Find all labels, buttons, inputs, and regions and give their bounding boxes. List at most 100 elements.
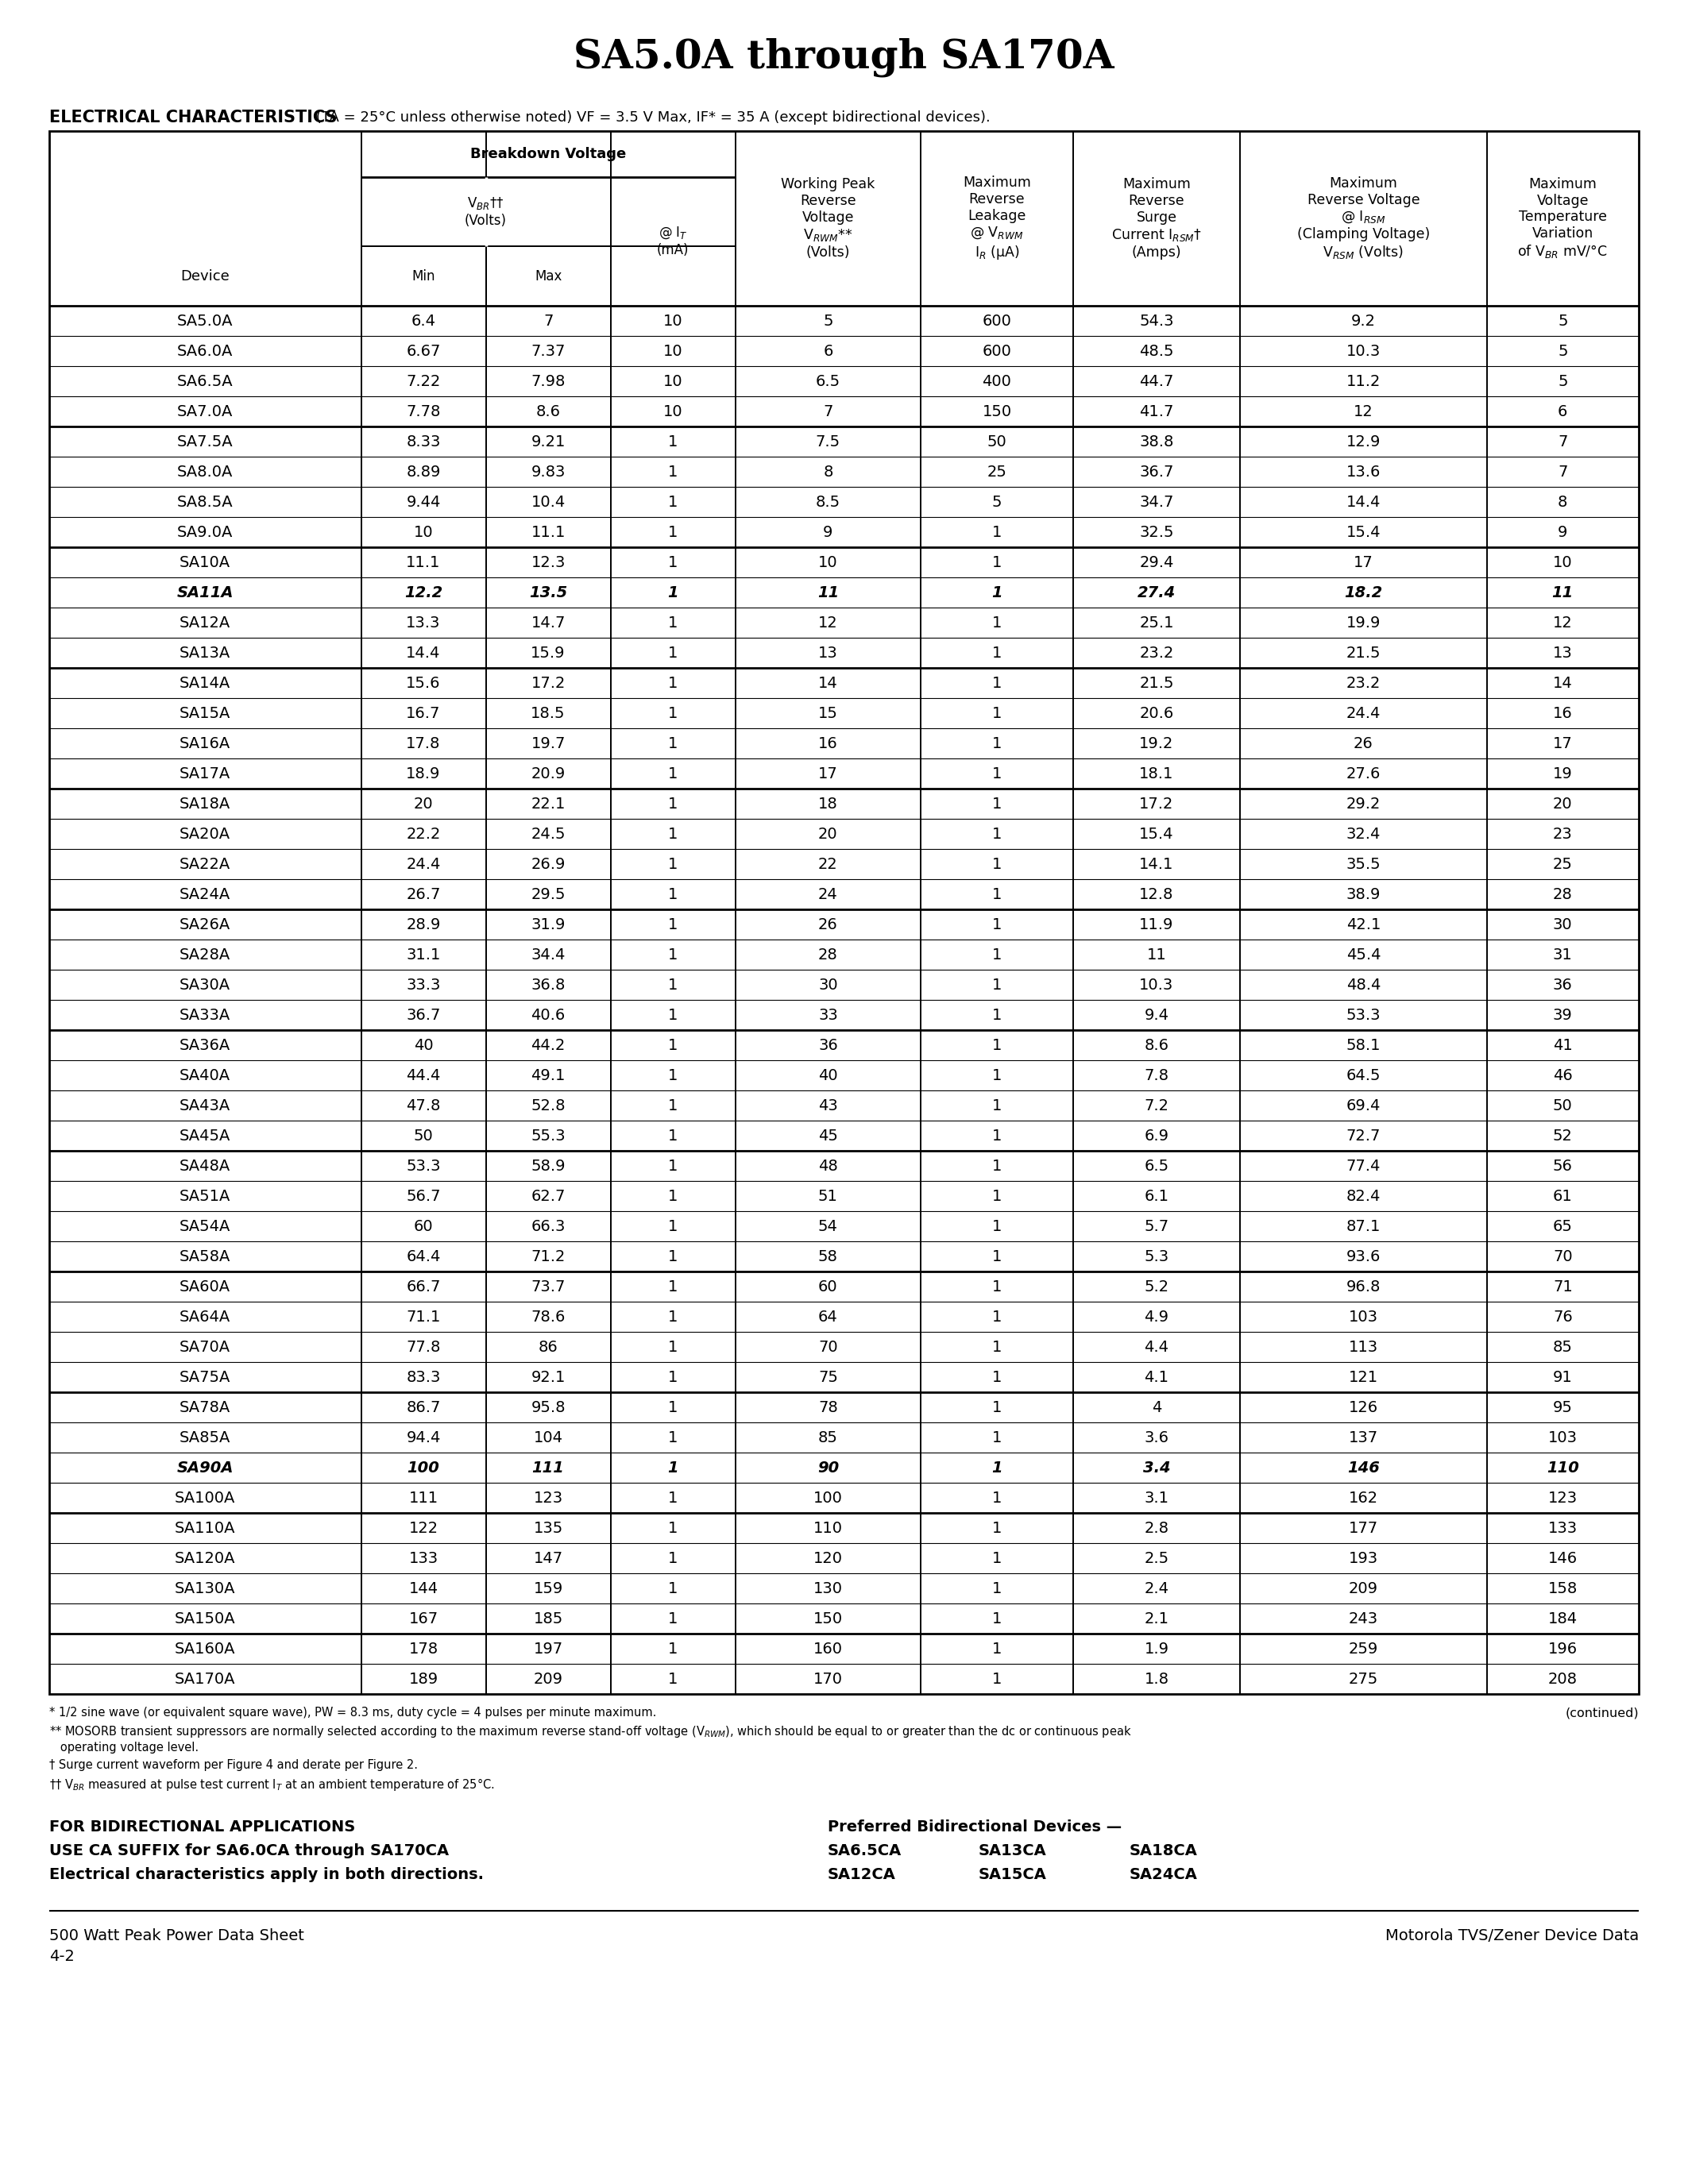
Text: Maximum
Voltage
Temperature
Variation
of V$_{BR}$ mV/°C: Maximum Voltage Temperature Variation of… — [1518, 177, 1609, 260]
Text: 9: 9 — [824, 524, 832, 539]
Text: 36.7: 36.7 — [407, 1007, 441, 1022]
Text: 23: 23 — [1553, 826, 1573, 841]
Text: 7.37: 7.37 — [532, 343, 565, 358]
Text: 48.5: 48.5 — [1139, 343, 1173, 358]
Text: 1: 1 — [668, 1249, 679, 1265]
Text: 1: 1 — [668, 1158, 679, 1173]
Text: 1: 1 — [993, 1339, 1001, 1354]
Text: 1: 1 — [993, 1188, 1001, 1203]
Text: 1: 1 — [668, 555, 679, 570]
Text: 100: 100 — [407, 1461, 439, 1474]
Text: 1: 1 — [668, 1612, 679, 1627]
Text: 75: 75 — [819, 1369, 837, 1385]
Text: †† V$_{BR}$ measured at pulse test current I$_T$ at an ambient temperature of 25: †† V$_{BR}$ measured at pulse test curre… — [49, 1776, 495, 1793]
Text: 2.4: 2.4 — [1144, 1581, 1168, 1597]
Text: SA12CA: SA12CA — [827, 1867, 896, 1883]
Text: 21.5: 21.5 — [1345, 644, 1381, 660]
Text: 82.4: 82.4 — [1347, 1188, 1381, 1203]
Text: 1: 1 — [993, 1158, 1001, 1173]
Text: 600: 600 — [982, 343, 1011, 358]
Text: 189: 189 — [408, 1671, 439, 1686]
Text: 14.7: 14.7 — [532, 616, 565, 631]
Text: SA18A: SA18A — [179, 797, 231, 810]
Text: 36.7: 36.7 — [1139, 465, 1173, 478]
Text: 36: 36 — [1553, 976, 1573, 992]
Text: 18.1: 18.1 — [1139, 767, 1173, 782]
Text: SA6.5CA: SA6.5CA — [827, 1843, 901, 1859]
Text: 1: 1 — [993, 555, 1001, 570]
Text: 11: 11 — [817, 585, 839, 601]
Text: (TA = 25°C unless otherwise noted) VF = 3.5 V Max, IF* = 35 A (except bidirectio: (TA = 25°C unless otherwise noted) VF = … — [311, 111, 991, 124]
Text: 15.9: 15.9 — [532, 644, 565, 660]
Text: 1: 1 — [993, 1612, 1001, 1627]
Text: SA70A: SA70A — [179, 1339, 231, 1354]
Text: 150: 150 — [814, 1612, 842, 1627]
Text: SA13A: SA13A — [179, 644, 231, 660]
Text: 3.6: 3.6 — [1144, 1431, 1168, 1446]
Text: 1: 1 — [668, 1400, 679, 1415]
Text: * 1/2 sine wave (or equivalent square wave), PW = 8.3 ms, duty cycle = 4 pulses : * 1/2 sine wave (or equivalent square wa… — [49, 1706, 657, 1719]
Text: 12: 12 — [1553, 616, 1573, 631]
Text: 8.6: 8.6 — [535, 404, 560, 419]
Text: SA10A: SA10A — [179, 555, 231, 570]
Text: 10.4: 10.4 — [532, 494, 565, 509]
Text: 1: 1 — [991, 585, 1003, 601]
Text: 184: 184 — [1548, 1612, 1578, 1627]
Text: 150: 150 — [982, 404, 1011, 419]
Text: 38.8: 38.8 — [1139, 435, 1173, 450]
Text: 14.1: 14.1 — [1139, 856, 1173, 871]
Text: 43: 43 — [819, 1099, 837, 1114]
Text: 113: 113 — [1349, 1339, 1377, 1354]
Text: 1: 1 — [668, 887, 679, 902]
Text: 2.5: 2.5 — [1144, 1551, 1168, 1566]
Text: 19.9: 19.9 — [1347, 616, 1381, 631]
Text: 48.4: 48.4 — [1347, 976, 1381, 992]
Text: 1: 1 — [668, 826, 679, 841]
Text: 1: 1 — [993, 705, 1001, 721]
Text: 87.1: 87.1 — [1347, 1219, 1381, 1234]
Text: 1: 1 — [991, 1461, 1003, 1474]
Text: 24: 24 — [819, 887, 837, 902]
Text: 66.7: 66.7 — [407, 1280, 441, 1295]
Text: SA14A: SA14A — [179, 675, 231, 690]
Text: 62.7: 62.7 — [532, 1188, 565, 1203]
Text: 22: 22 — [819, 856, 837, 871]
Text: 13: 13 — [819, 644, 837, 660]
Text: SA6.0A: SA6.0A — [177, 343, 233, 358]
Text: 26.9: 26.9 — [532, 856, 565, 871]
Text: 1: 1 — [993, 524, 1001, 539]
Text: 29.2: 29.2 — [1347, 797, 1381, 810]
Text: 1: 1 — [668, 1219, 679, 1234]
Text: (continued): (continued) — [1565, 1706, 1639, 1719]
Text: 6: 6 — [824, 343, 832, 358]
Text: 185: 185 — [533, 1612, 564, 1627]
Text: 10: 10 — [1553, 555, 1573, 570]
Text: 144: 144 — [408, 1581, 439, 1597]
Text: 133: 133 — [1548, 1520, 1578, 1535]
Text: 4.9: 4.9 — [1144, 1308, 1168, 1324]
Text: 64.4: 64.4 — [407, 1249, 441, 1265]
Text: 5.7: 5.7 — [1144, 1219, 1168, 1234]
Text: 20: 20 — [819, 826, 837, 841]
Text: 44.4: 44.4 — [407, 1068, 441, 1083]
Text: Electrical characteristics apply in both directions.: Electrical characteristics apply in both… — [49, 1867, 484, 1883]
Text: 1: 1 — [993, 1581, 1001, 1597]
Text: 21.5: 21.5 — [1139, 675, 1173, 690]
Text: 110: 110 — [1546, 1461, 1578, 1474]
Text: 1: 1 — [993, 675, 1001, 690]
Text: 1: 1 — [993, 797, 1001, 810]
Text: 31: 31 — [1553, 948, 1573, 963]
Text: operating voltage level.: operating voltage level. — [49, 1741, 199, 1754]
Text: 11.2: 11.2 — [1347, 373, 1381, 389]
Text: 5: 5 — [824, 312, 832, 328]
Text: 34.7: 34.7 — [1139, 494, 1173, 509]
Text: 120: 120 — [814, 1551, 842, 1566]
Text: 45.4: 45.4 — [1345, 948, 1381, 963]
Text: 1: 1 — [668, 1007, 679, 1022]
Text: SA12A: SA12A — [179, 616, 231, 631]
Text: 30: 30 — [1553, 917, 1573, 933]
Text: SA20A: SA20A — [179, 826, 231, 841]
Text: 12.2: 12.2 — [403, 585, 442, 601]
Text: 70: 70 — [819, 1339, 837, 1354]
Text: † Surge current waveform per Figure 4 and derate per Figure 2.: † Surge current waveform per Figure 4 an… — [49, 1758, 419, 1771]
